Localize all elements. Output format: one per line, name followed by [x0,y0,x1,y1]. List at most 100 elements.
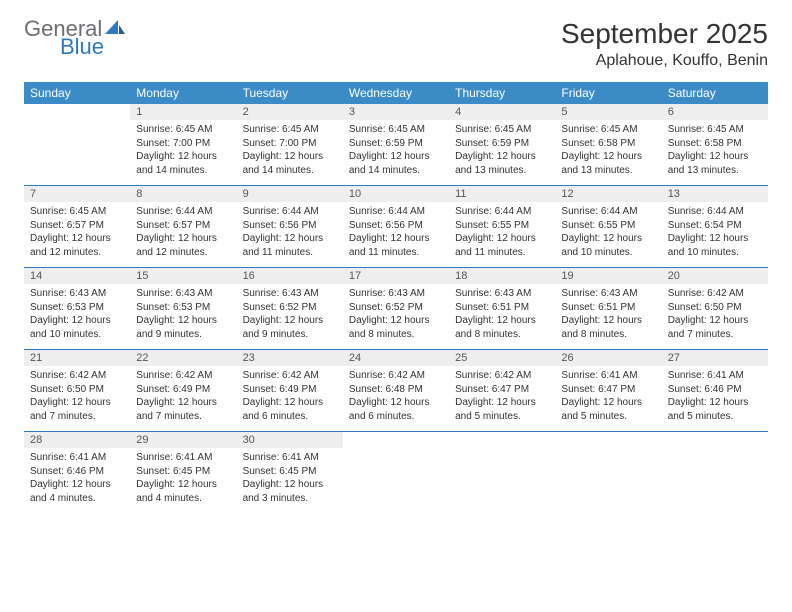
sunset-text: Sunset: 6:46 PM [30,465,124,479]
day-number: 19 [555,268,661,284]
day-details: Sunrise: 6:41 AMSunset: 6:45 PMDaylight:… [237,448,343,513]
sunrise-text: Sunrise: 6:45 AM [668,123,762,137]
sunrise-text: Sunrise: 6:44 AM [561,205,655,219]
daylight-text: Daylight: 12 hours and 7 minutes. [668,314,762,341]
day-details: Sunrise: 6:45 AMSunset: 7:00 PMDaylight:… [237,120,343,185]
sunset-text: Sunset: 7:00 PM [136,137,230,151]
sunset-text: Sunset: 6:55 PM [455,219,549,233]
sunrise-text: Sunrise: 6:43 AM [561,287,655,301]
day-details: Sunrise: 6:42 AMSunset: 6:49 PMDaylight:… [130,366,236,431]
sunrise-text: Sunrise: 6:42 AM [30,369,124,383]
day-number: 29 [130,432,236,448]
sunrise-text: Sunrise: 6:43 AM [349,287,443,301]
daylight-text: Daylight: 12 hours and 10 minutes. [561,232,655,259]
daylight-text: Daylight: 12 hours and 11 minutes. [349,232,443,259]
day-cell: 2Sunrise: 6:45 AMSunset: 7:00 PMDaylight… [237,104,343,186]
sunrise-text: Sunrise: 6:42 AM [349,369,443,383]
sunrise-text: Sunrise: 6:42 AM [455,369,549,383]
day-cell: 6Sunrise: 6:45 AMSunset: 6:58 PMDaylight… [662,104,768,186]
sunset-text: Sunset: 6:59 PM [349,137,443,151]
sunrise-text: Sunrise: 6:41 AM [668,369,762,383]
day-cell: 11Sunrise: 6:44 AMSunset: 6:55 PMDayligh… [449,186,555,268]
title-block: September 2025 Aplahoue, Kouffo, Benin [561,18,768,70]
sunset-text: Sunset: 6:51 PM [455,301,549,315]
day-number: 25 [449,350,555,366]
day-details: Sunrise: 6:42 AMSunset: 6:49 PMDaylight:… [237,366,343,431]
daylight-text: Daylight: 12 hours and 7 minutes. [30,396,124,423]
sunrise-text: Sunrise: 6:44 AM [668,205,762,219]
daylight-text: Daylight: 12 hours and 6 minutes. [243,396,337,423]
day-details [555,436,661,494]
day-number: 28 [24,432,130,448]
day-details: Sunrise: 6:41 AMSunset: 6:46 PMDaylight:… [24,448,130,513]
day-number: 26 [555,350,661,366]
day-number: 3 [343,104,449,120]
day-details: Sunrise: 6:45 AMSunset: 7:00 PMDaylight:… [130,120,236,185]
day-cell: 26Sunrise: 6:41 AMSunset: 6:47 PMDayligh… [555,350,661,432]
daylight-text: Daylight: 12 hours and 4 minutes. [136,478,230,505]
sunrise-text: Sunrise: 6:43 AM [136,287,230,301]
day-number: 10 [343,186,449,202]
sunset-text: Sunset: 7:00 PM [243,137,337,151]
sunrise-text: Sunrise: 6:44 AM [243,205,337,219]
logo: General Blue [24,18,126,58]
day-details: Sunrise: 6:43 AMSunset: 6:52 PMDaylight:… [343,284,449,349]
sunset-text: Sunset: 6:56 PM [243,219,337,233]
day-number: 8 [130,186,236,202]
day-details: Sunrise: 6:43 AMSunset: 6:53 PMDaylight:… [130,284,236,349]
sunset-text: Sunset: 6:56 PM [349,219,443,233]
day-cell: 28Sunrise: 6:41 AMSunset: 6:46 PMDayligh… [24,432,130,514]
day-details: Sunrise: 6:44 AMSunset: 6:55 PMDaylight:… [555,202,661,267]
daylight-text: Daylight: 12 hours and 7 minutes. [136,396,230,423]
day-details: Sunrise: 6:44 AMSunset: 6:57 PMDaylight:… [130,202,236,267]
weekday-header: Monday [130,82,236,104]
daylight-text: Daylight: 12 hours and 13 minutes. [668,150,762,177]
day-number: 30 [237,432,343,448]
week-row: 1Sunrise: 6:45 AMSunset: 7:00 PMDaylight… [24,104,768,186]
weekday-header: Wednesday [343,82,449,104]
daylight-text: Daylight: 12 hours and 8 minutes. [561,314,655,341]
sunrise-text: Sunrise: 6:42 AM [668,287,762,301]
sunset-text: Sunset: 6:53 PM [136,301,230,315]
day-cell: 20Sunrise: 6:42 AMSunset: 6:50 PMDayligh… [662,268,768,350]
calendar-body: 1Sunrise: 6:45 AMSunset: 7:00 PMDaylight… [24,104,768,513]
day-number: 24 [343,350,449,366]
day-cell: 17Sunrise: 6:43 AMSunset: 6:52 PMDayligh… [343,268,449,350]
day-cell: 14Sunrise: 6:43 AMSunset: 6:53 PMDayligh… [24,268,130,350]
day-cell [24,104,130,186]
day-number: 12 [555,186,661,202]
logo-text-blue: Blue [60,36,104,58]
day-number: 14 [24,268,130,284]
calendar-table: Sunday Monday Tuesday Wednesday Thursday… [24,82,768,513]
day-cell: 5Sunrise: 6:45 AMSunset: 6:58 PMDaylight… [555,104,661,186]
day-details: Sunrise: 6:42 AMSunset: 6:48 PMDaylight:… [343,366,449,431]
day-number: 15 [130,268,236,284]
day-number: 17 [343,268,449,284]
day-details: Sunrise: 6:44 AMSunset: 6:56 PMDaylight:… [343,202,449,267]
day-cell: 18Sunrise: 6:43 AMSunset: 6:51 PMDayligh… [449,268,555,350]
sunset-text: Sunset: 6:57 PM [136,219,230,233]
sunrise-text: Sunrise: 6:42 AM [243,369,337,383]
day-cell: 23Sunrise: 6:42 AMSunset: 6:49 PMDayligh… [237,350,343,432]
daylight-text: Daylight: 12 hours and 5 minutes. [668,396,762,423]
day-details [449,436,555,494]
day-cell: 7Sunrise: 6:45 AMSunset: 6:57 PMDaylight… [24,186,130,268]
day-cell: 13Sunrise: 6:44 AMSunset: 6:54 PMDayligh… [662,186,768,268]
daylight-text: Daylight: 12 hours and 13 minutes. [455,150,549,177]
location-subtitle: Aplahoue, Kouffo, Benin [561,52,768,70]
day-cell: 15Sunrise: 6:43 AMSunset: 6:53 PMDayligh… [130,268,236,350]
sunrise-text: Sunrise: 6:43 AM [455,287,549,301]
day-cell: 24Sunrise: 6:42 AMSunset: 6:48 PMDayligh… [343,350,449,432]
sunset-text: Sunset: 6:49 PM [243,383,337,397]
weekday-header: Thursday [449,82,555,104]
sunset-text: Sunset: 6:57 PM [30,219,124,233]
day-details: Sunrise: 6:42 AMSunset: 6:50 PMDaylight:… [24,366,130,431]
weekday-header: Tuesday [237,82,343,104]
weekday-header: Sunday [24,82,130,104]
day-cell: 1Sunrise: 6:45 AMSunset: 7:00 PMDaylight… [130,104,236,186]
day-number: 18 [449,268,555,284]
day-number: 6 [662,104,768,120]
sunrise-text: Sunrise: 6:45 AM [30,205,124,219]
day-details: Sunrise: 6:41 AMSunset: 6:46 PMDaylight:… [662,366,768,431]
day-number: 16 [237,268,343,284]
